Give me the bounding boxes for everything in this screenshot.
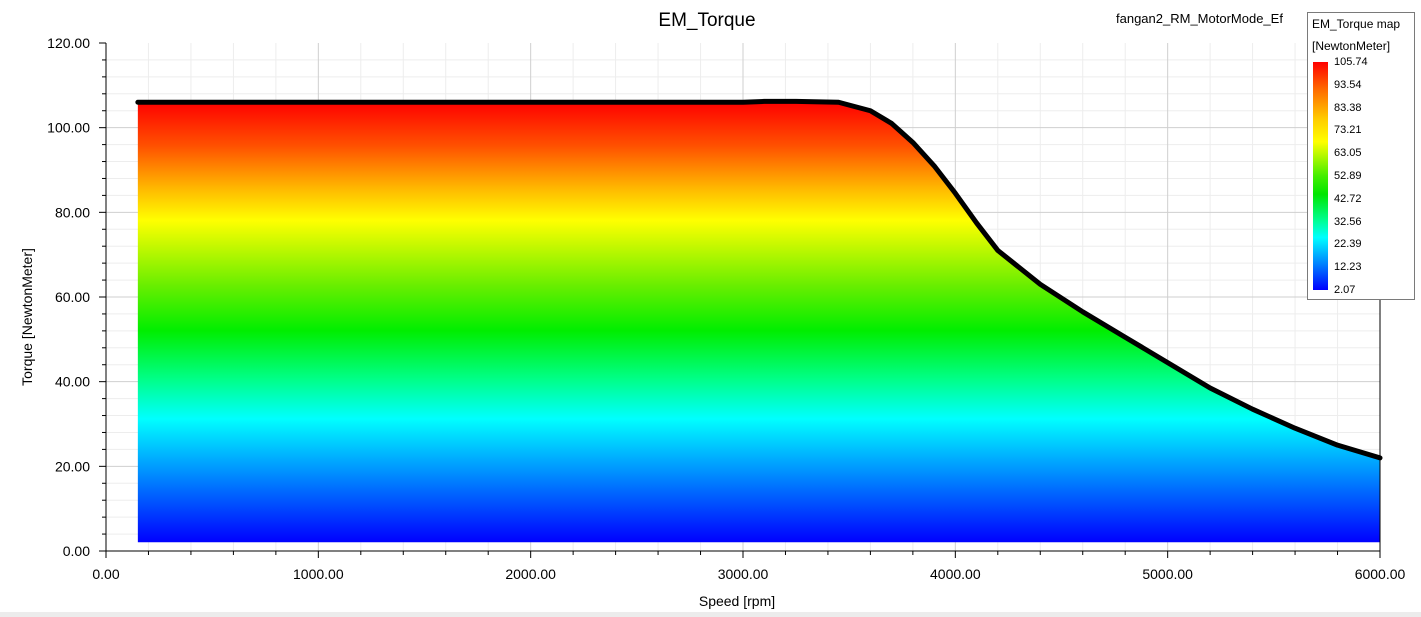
y-tick-label: 20.00 (55, 458, 90, 474)
x-tick-label: 6000.00 (1355, 566, 1406, 582)
bottom-divider (0, 612, 1421, 617)
colorbar-tick-label: 63.05 (1334, 147, 1362, 160)
colorbar-gradient (1313, 62, 1328, 290)
x-tick-label: 2000.00 (505, 566, 556, 582)
colorbar-tick-label: 105.74 (1334, 56, 1368, 68)
colorbar-tick-label: 52.89 (1334, 170, 1362, 182)
colorbar-unit: [NewtonMeter] (1312, 39, 1391, 53)
y-tick-label: 40.00 (55, 374, 90, 390)
x-tick-label: 0.00 (92, 566, 119, 582)
colorbar-tick-label: 32.56 (1334, 215, 1362, 228)
x-tick-label: 4000.00 (930, 566, 981, 582)
y-tick-label: 100.00 (47, 120, 90, 136)
y-tick-label: 60.00 (55, 289, 90, 305)
colorbar-title: EM_Torque map (1312, 17, 1401, 31)
colorbar-tick-label: 22.39 (1334, 238, 1362, 251)
x-tick-label: 1000.00 (293, 566, 344, 582)
y-axis-label: Torque [NewtonMeter] (19, 248, 35, 386)
colorbar-legend: EM_Torque map [NewtonMeter] 105.7 (1307, 12, 1415, 300)
colorbar-tick-label: 12.23 (1334, 261, 1362, 274)
y-tick-label: 120.00 (47, 35, 90, 51)
y-tick-label: 80.00 (55, 204, 90, 220)
colorbar-tick-label: 83.38 (1334, 101, 1362, 114)
colorbar-tick-label: 73.21 (1334, 124, 1362, 137)
boundary-line (135, 98, 1383, 461)
torque-map-fill (137, 101, 1381, 543)
x-axis-label: Speed [rpm] (699, 593, 775, 609)
x-tick-label: 5000.00 (1142, 566, 1193, 582)
colorbar-tick-label: 93.54 (1334, 78, 1362, 91)
colorbar-tick-label: 42.72 (1334, 192, 1362, 205)
chart-subtitle: fangan2_RM_MotorMode_Ef (1116, 11, 1283, 26)
x-tick-label: 3000.00 (718, 566, 769, 582)
colorbar-tick-label: 2.07 (1334, 284, 1356, 296)
chart-title: EM_Torque (658, 10, 755, 31)
y-tick-label: 0.00 (63, 543, 90, 559)
